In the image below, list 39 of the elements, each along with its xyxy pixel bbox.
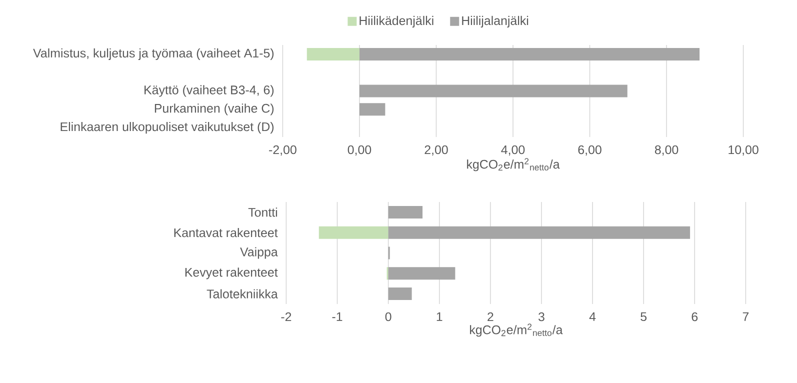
bar xyxy=(359,48,700,60)
x-tick-label: -1 xyxy=(332,312,342,321)
y-tick-label: Vaippa xyxy=(240,247,278,259)
x-tick-label: 0 xyxy=(385,312,392,322)
bar xyxy=(388,226,690,239)
bar xyxy=(306,48,360,60)
x-tick-label: 6,00 xyxy=(578,145,602,156)
y-tick-label: Valmistus, kuljetus ja työmaa (vaiheet A1-5) xyxy=(33,48,274,60)
x-tick-label: 6 xyxy=(692,312,698,322)
x-tick-label: 3 xyxy=(538,312,544,322)
bar xyxy=(388,206,423,218)
y-tick-label: Kantavat rakenteet xyxy=(174,228,278,238)
bar xyxy=(359,84,628,98)
y-tick-label: Talotekniikka xyxy=(206,289,278,298)
bar xyxy=(388,288,412,300)
y-tick-label: Tontti xyxy=(248,208,278,217)
legend-label: Hiilikädenjälki xyxy=(360,16,434,28)
x-axis-title: kgCO$_{2}$e/m$^{2}$$_{netto}$/a xyxy=(467,158,560,172)
x-tick-label: 10,00 xyxy=(728,145,758,156)
x-tick-label: 4,00 xyxy=(501,145,525,156)
x-tick-label: 2 xyxy=(488,312,494,322)
x-tick-label: -2,00 xyxy=(269,145,296,156)
y-tick-label: Elinkaaren ulkopuoliset vaikutukset (D) xyxy=(60,122,274,134)
bar xyxy=(388,267,456,280)
x-tick-label: 2,00 xyxy=(424,145,448,156)
bar xyxy=(359,103,386,116)
x-tick-label: 4 xyxy=(589,312,596,321)
bar xyxy=(318,226,388,239)
x-tick-label: -2 xyxy=(281,312,292,322)
legend-label: Hiilijalanjälki xyxy=(462,16,528,28)
y-tick-label: Käyttö (vaiheet B3-4, 6) xyxy=(144,85,274,97)
x-tick-label: 0,00 xyxy=(348,145,372,156)
x-tick-label: 5 xyxy=(640,312,647,322)
x-tick-label: 7 xyxy=(742,312,749,321)
x-tick-label: 8,00 xyxy=(654,145,678,156)
y-tick-label: Kevyet rakenteet xyxy=(185,268,278,280)
x-tick-label: 1 xyxy=(436,312,442,321)
y-tick-label: Purkaminen (vaihe C) xyxy=(154,104,274,116)
x-axis-title: kgCO$_{2}$e/m$^{2}$$_{netto}$/a xyxy=(470,324,563,337)
